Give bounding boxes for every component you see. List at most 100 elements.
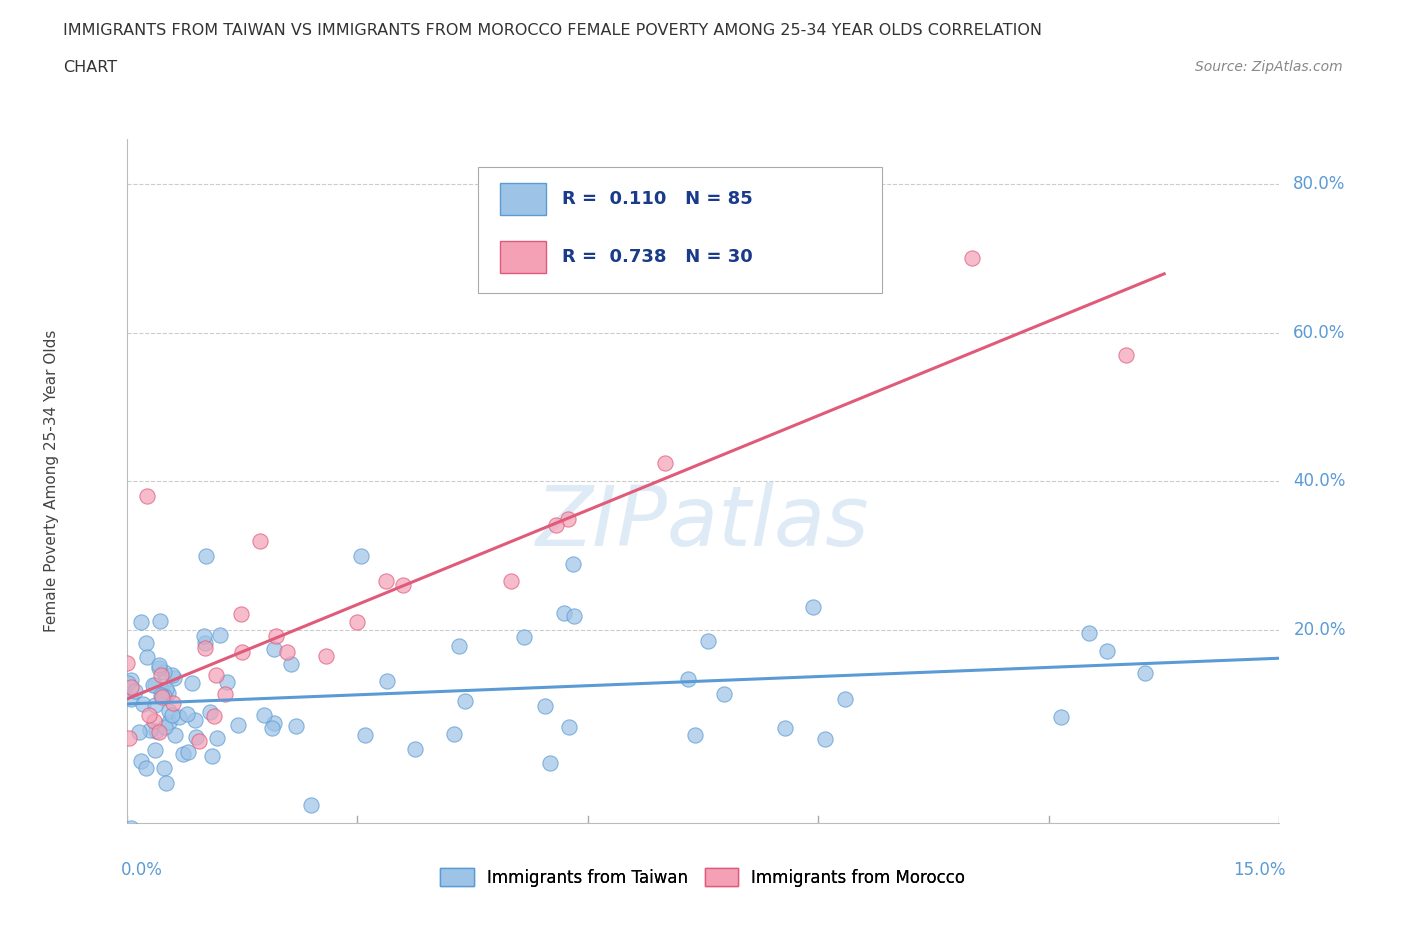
Point — [148, 660, 170, 675]
Point — [152, 761, 174, 776]
Point — [713, 686, 735, 701]
Point — [676, 671, 699, 686]
Point — [149, 614, 172, 629]
Point — [214, 686, 236, 701]
Point — [350, 548, 373, 563]
Point — [562, 608, 585, 623]
Point — [131, 697, 153, 711]
Point — [654, 456, 676, 471]
Point — [152, 665, 174, 680]
Point — [228, 718, 250, 733]
Point — [249, 533, 271, 548]
Point — [129, 754, 152, 769]
Point — [143, 743, 166, 758]
Point — [187, 734, 209, 749]
Point — [117, 675, 139, 690]
Text: Source: ZipAtlas.com: Source: ZipAtlas.com — [1195, 60, 1343, 74]
Point — [142, 713, 165, 728]
Point — [148, 658, 170, 672]
Point — [157, 715, 180, 730]
Point — [263, 715, 285, 730]
Point — [120, 691, 142, 706]
Point — [801, 600, 824, 615]
Point — [136, 488, 159, 503]
Legend: Immigrants from Taiwan, Immigrants from Morocco: Immigrants from Taiwan, Immigrants from … — [434, 862, 972, 894]
Point — [375, 674, 398, 689]
Point — [208, 628, 231, 643]
Text: 40.0%: 40.0% — [1294, 472, 1346, 490]
Point — [183, 712, 205, 727]
Text: R =  0.738   N = 30: R = 0.738 N = 30 — [562, 248, 754, 266]
Point — [148, 724, 170, 739]
FancyBboxPatch shape — [478, 166, 882, 293]
Point — [149, 667, 172, 682]
Point — [155, 682, 177, 697]
Point — [284, 719, 307, 734]
Point — [142, 678, 165, 693]
Point — [834, 692, 856, 707]
Point — [138, 723, 160, 737]
Point — [280, 657, 302, 671]
Point — [194, 640, 217, 655]
Point — [204, 668, 226, 683]
Point — [1115, 348, 1137, 363]
Point — [129, 614, 152, 629]
Point — [263, 642, 285, 657]
Point — [215, 675, 238, 690]
Point — [143, 698, 166, 712]
Point — [392, 578, 415, 592]
Point — [538, 755, 561, 770]
Point — [138, 708, 160, 723]
Point — [165, 728, 187, 743]
Point — [276, 645, 298, 660]
Text: Female Poverty Among 25-34 Year Olds: Female Poverty Among 25-34 Year Olds — [44, 330, 59, 632]
Point — [181, 675, 204, 690]
Point — [374, 574, 396, 589]
Point — [1097, 644, 1119, 658]
Point — [1050, 710, 1073, 724]
Point — [167, 710, 190, 724]
Point — [534, 698, 557, 713]
Point — [157, 686, 180, 701]
Point — [561, 556, 583, 571]
Text: 15.0%: 15.0% — [1233, 860, 1285, 879]
Point — [153, 689, 176, 704]
Point — [157, 703, 180, 718]
Text: 80.0%: 80.0% — [1294, 175, 1346, 193]
Point — [558, 720, 581, 735]
Point — [443, 726, 465, 741]
Text: R =  0.110   N = 85: R = 0.110 N = 85 — [562, 191, 754, 208]
Point — [124, 684, 146, 698]
Text: IMMIGRANTS FROM TAIWAN VS IMMIGRANTS FROM MOROCCO FEMALE POVERTY AMONG 25-34 YEA: IMMIGRANTS FROM TAIWAN VS IMMIGRANTS FRO… — [63, 23, 1042, 38]
Point — [553, 605, 575, 620]
Point — [176, 706, 198, 721]
Point — [194, 636, 217, 651]
Point — [253, 708, 276, 723]
Point — [1078, 626, 1101, 641]
Point — [231, 644, 253, 659]
Point — [172, 747, 194, 762]
Text: 60.0%: 60.0% — [1294, 324, 1346, 341]
Point — [205, 730, 228, 745]
Point — [128, 725, 150, 740]
Point — [202, 709, 225, 724]
Point — [160, 708, 183, 723]
Point — [117, 656, 139, 671]
FancyBboxPatch shape — [501, 242, 546, 273]
Point — [773, 721, 796, 736]
Point — [194, 548, 217, 563]
Point — [135, 761, 157, 776]
Point — [193, 629, 215, 644]
Text: 0.0%: 0.0% — [121, 860, 163, 879]
Point — [155, 776, 177, 790]
Point — [198, 704, 221, 719]
Point — [186, 730, 208, 745]
Text: ZIPatlas: ZIPatlas — [536, 482, 870, 563]
Point — [120, 672, 142, 687]
Point — [163, 671, 186, 685]
Point — [262, 721, 284, 736]
Point — [145, 724, 167, 738]
Point — [499, 574, 522, 589]
Point — [136, 650, 159, 665]
Point — [155, 719, 177, 734]
